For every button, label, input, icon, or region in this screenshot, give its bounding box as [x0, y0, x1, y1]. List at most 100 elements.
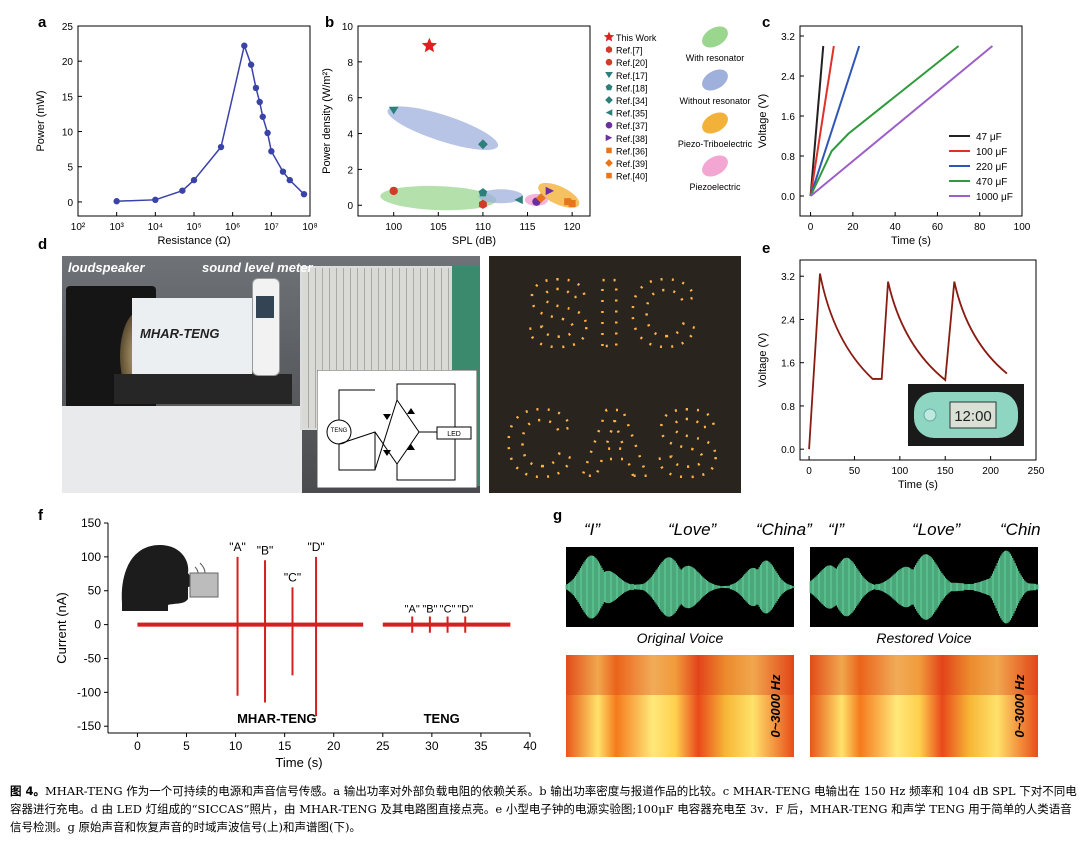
sound-level-meter-label: sound level meter — [202, 260, 313, 275]
y-tick-label: 0.8 — [781, 402, 795, 413]
foam-base-image — [62, 406, 302, 493]
data-point — [259, 113, 266, 120]
y-tick-label: 2.4 — [781, 72, 795, 83]
y-tick-label: 8 — [347, 58, 353, 69]
x-tick-label: 40 — [890, 222, 902, 233]
marker-diamond — [605, 159, 613, 167]
voice-word-label: “Love” — [912, 520, 962, 539]
spike-label: "C" — [440, 603, 456, 615]
legend-entry: Ref.[36] — [616, 146, 648, 156]
marker-diamond — [605, 96, 613, 104]
data-point — [179, 187, 186, 194]
x-axis-label: Resistance (Ω) — [157, 235, 230, 247]
legend-region-label: Piezo-Triboelectric — [678, 139, 753, 149]
data-point — [113, 198, 120, 205]
x-tick-label: 80 — [974, 222, 986, 233]
marker-polygon — [478, 188, 488, 197]
series-line — [809, 45, 861, 197]
spike-label: "C" — [284, 570, 301, 584]
marker-triangle — [605, 109, 613, 116]
led-letters: SIC CAS — [503, 259, 720, 493]
y-axis-label: Current (nA) — [54, 592, 69, 664]
voice-waveform — [809, 550, 1039, 624]
legend-region-label: Without resonator — [679, 96, 750, 106]
data-point — [190, 176, 198, 184]
legend-entry: Ref.[34] — [616, 96, 648, 106]
marker-triangle — [545, 186, 555, 196]
clock-display — [949, 401, 997, 429]
y-tick-label: 1.6 — [781, 359, 795, 370]
data-point — [247, 61, 255, 68]
x-tick-label: 35 — [474, 739, 488, 753]
spectrogram-high-band — [566, 655, 794, 695]
voice-word-label: “China” — [756, 520, 813, 539]
panel-label-b: b — [325, 14, 335, 31]
capacitor-charging-chart: 0 20 40 60 80 100 0.0 0.8 1.6 2.4 3.2 Time (s) Volta… — [757, 25, 1031, 247]
marker-triangle — [388, 106, 399, 115]
x-tick-label: 120 — [564, 222, 581, 233]
marker-polygon — [478, 199, 487, 209]
x-tick-label: 20 — [327, 739, 341, 753]
legend-region-swatch — [702, 112, 728, 134]
marker-triangle — [605, 72, 613, 79]
marker-diamond — [478, 139, 488, 150]
mhar-teng-baseline — [137, 622, 364, 627]
loudspeaker-label: loudspeaker — [68, 260, 145, 275]
legend-entry: 100 μF — [976, 147, 1007, 158]
y-axis-label: Voltage (V) — [757, 94, 769, 148]
x-tick-label: 0 — [808, 222, 814, 233]
x-tick-label: 5 — [183, 739, 190, 753]
x-tick-label: 10⁷ — [264, 222, 279, 233]
voice-word-label: “I” — [828, 520, 845, 539]
y-tick-label: 2.4 — [781, 315, 795, 326]
spike-label: "B" — [422, 603, 437, 615]
y-tick-label: 150 — [81, 516, 101, 530]
y-tick-label: 20 — [62, 57, 74, 68]
marker-circle — [605, 121, 613, 129]
spectrogram-high-band — [810, 655, 1038, 695]
plot-frame — [799, 259, 1037, 461]
x-axis-label: Time (s) — [898, 479, 938, 491]
legend-entry: 470 μF — [976, 177, 1007, 188]
x-tick-label: 25 — [376, 739, 390, 753]
region-without-resonator — [387, 106, 499, 150]
x-tick-label: 150 — [937, 466, 954, 477]
voice-word-label: “China” — [1000, 520, 1040, 539]
legend-region-swatch — [702, 155, 728, 177]
y-axis-label: Voltage (V) — [757, 333, 769, 387]
legend-entry: Ref.[38] — [616, 134, 648, 144]
circuit-teng-label: TENG — [331, 428, 348, 434]
legend-entry: Ref.[18] — [616, 83, 648, 93]
circuit-led-label: LED — [447, 431, 461, 438]
marker-square — [606, 172, 612, 179]
marker-circle — [605, 58, 613, 66]
legend-entry: Ref.[40] — [616, 172, 648, 182]
x-tick-label: 40 — [523, 739, 537, 753]
plot-frame — [799, 25, 1023, 217]
voice-current-chart: 0 5 10 15 20 25 30 35 40 150 100 50 0 -50 -100 -150 Time… — [54, 516, 537, 770]
series-line — [809, 45, 835, 197]
x-tick-label: 60 — [932, 222, 944, 233]
legend-entry: 220 μF — [976, 162, 1007, 173]
data-point — [264, 129, 271, 137]
y-tick-label: 50 — [88, 584, 102, 598]
data-point — [256, 98, 263, 106]
meter-display-image — [256, 296, 274, 318]
legend-entry: Ref.[7] — [616, 46, 643, 56]
y-tick-label: 0.0 — [781, 192, 795, 203]
series-label: TENG — [424, 711, 460, 726]
marker-star — [421, 37, 437, 53]
panel-label-a: a — [38, 14, 47, 31]
legend-entry: Ref.[39] — [616, 159, 648, 169]
panel-label-c: c — [762, 14, 771, 31]
y-tick-label: 15 — [62, 92, 74, 103]
panel-label-f: f — [38, 507, 43, 524]
power-density-comparison-chart: 100 105 110 115 120 0 2 4 6 8 10 SPL (dB) Power dens… — [321, 22, 753, 247]
legend-entry: Ref.[17] — [616, 71, 648, 81]
x-tick-label: 50 — [849, 466, 861, 477]
y-tick-label: 3.2 — [781, 32, 795, 43]
region-without-resonator-2 — [478, 189, 524, 204]
marker-polygon — [605, 46, 613, 54]
y-tick-label: -150 — [77, 719, 101, 733]
y-tick-label: 100 — [81, 550, 101, 564]
